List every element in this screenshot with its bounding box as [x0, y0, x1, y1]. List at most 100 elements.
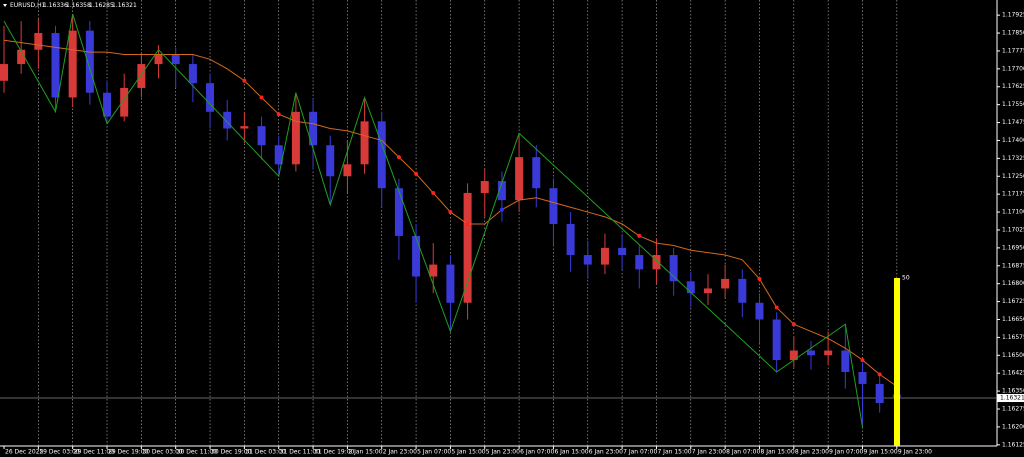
ma-trend-dot — [774, 305, 779, 310]
candle-body — [309, 111, 318, 146]
candle-body — [85, 30, 94, 93]
x-tick-label: 9 Jan 07:00 — [829, 449, 863, 456]
x-tick-label: 5 Jan 07:00 — [417, 449, 451, 456]
x-tick-label: 9 Jan 15:00 — [864, 449, 898, 456]
candle-body — [360, 121, 369, 165]
ma-trend-dot — [791, 322, 796, 327]
y-tick-label: 1.16875 — [1002, 262, 1024, 269]
header-close: 1.16321 — [112, 2, 137, 9]
x-tick-label: 30 Dec 11:00 — [177, 449, 218, 456]
candle-body — [326, 145, 335, 177]
y-tick-label: 1.16950 — [1002, 244, 1024, 251]
candle-body — [738, 278, 747, 303]
indicator-bar — [894, 278, 900, 446]
candle-body — [618, 247, 627, 256]
ma-trend-dot — [637, 233, 642, 238]
candle-body — [291, 111, 300, 165]
ma-trend-dot — [431, 190, 436, 195]
candle-body — [875, 383, 884, 404]
y-tick-label: 1.17025 — [1002, 226, 1024, 233]
x-tick-label: 7 Jan 23:00 — [692, 449, 726, 456]
x-tick-label: 31 Dec 03:00 — [245, 449, 286, 456]
collapse-icon[interactable] — [3, 4, 7, 7]
candle-body — [68, 30, 77, 98]
x-tick-label: 6 Jan 15:00 — [554, 449, 588, 456]
y-tick-label: 1.16275 — [1002, 406, 1024, 413]
x-tick-label: 2 Jan 15:00 — [348, 449, 382, 456]
x-tick-label: 29 Dec 11:00 — [74, 449, 115, 456]
x-tick-label: 30 Dec 19:00 — [211, 449, 252, 456]
x-tick-label: 2 Jan 23:00 — [383, 449, 417, 456]
candle-body — [240, 126, 249, 129]
candle-body — [446, 264, 455, 303]
indicator-label: 50 — [902, 275, 910, 282]
candle-body — [120, 87, 129, 117]
ma-trend-dot — [499, 207, 504, 212]
y-tick-label: 1.17925 — [1002, 12, 1024, 19]
symbol: EURUSD,H1 — [10, 2, 46, 9]
candle-body — [703, 288, 712, 294]
candle-body — [841, 350, 850, 372]
x-tick-label: 9 Jan 23:00 — [898, 449, 932, 456]
candle-body — [858, 372, 867, 384]
candle-body — [103, 92, 112, 117]
y-tick-label: 1.16125 — [1002, 441, 1024, 448]
candle-body — [206, 83, 215, 112]
current-price-label: 1.16321 — [1000, 395, 1024, 402]
header-high: 1.16358 — [66, 2, 91, 9]
y-tick-label: 1.16350 — [1002, 388, 1024, 395]
ma-trend-dot — [860, 358, 865, 363]
ma-trend-dot — [414, 171, 419, 176]
candle-body — [789, 350, 798, 361]
candle-body — [394, 188, 403, 236]
ma-trend-dot — [259, 95, 264, 100]
current-price-box — [997, 394, 1024, 403]
candle-body — [171, 54, 180, 65]
y-tick-label: 1.16500 — [1002, 352, 1024, 359]
x-tick-label: 7 Jan 07:00 — [623, 449, 657, 456]
y-tick-label: 1.17400 — [1002, 137, 1024, 144]
candle-body — [583, 255, 592, 265]
y-tick-label: 1.16725 — [1002, 298, 1024, 305]
candle-body — [463, 192, 472, 303]
x-tick-label: 26 Dec 2025 — [5, 449, 44, 456]
y-tick-label: 1.17775 — [1002, 47, 1024, 54]
y-tick-label: 1.17700 — [1002, 65, 1024, 72]
candle-body — [257, 126, 266, 146]
y-tick-label: 1.16650 — [1002, 316, 1024, 323]
y-tick-label: 1.17850 — [1002, 30, 1024, 37]
candle-body — [806, 350, 815, 356]
ma-trend-dot — [242, 78, 247, 83]
ma-trend-dot — [276, 112, 281, 117]
candle-body — [343, 164, 352, 177]
candle-body — [652, 255, 661, 270]
candle-body — [566, 224, 575, 256]
x-tick-label: 5 Jan 15:00 — [451, 449, 485, 456]
x-tick-label: 5 Jan 23:00 — [486, 449, 520, 456]
y-tick-label: 1.17100 — [1002, 209, 1024, 216]
candle-body — [497, 181, 506, 201]
ma-trend-dot — [396, 155, 401, 160]
candle-body — [17, 49, 26, 65]
x-tick-label: 6 Jan 07:00 — [520, 449, 554, 456]
candle-body — [635, 255, 644, 270]
x-tick-label: 8 Jan 23:00 — [795, 449, 829, 456]
candle-body — [51, 33, 60, 98]
header-open: 1.16336 — [43, 2, 68, 9]
candle-body — [188, 64, 197, 84]
x-tick-label: 30 Dec 03:00 — [142, 449, 183, 456]
x-tick-label: 7 Jan 15:00 — [657, 449, 691, 456]
candle-body — [429, 264, 438, 277]
x-tick-label: 31 Dec 11:00 — [280, 449, 321, 456]
y-tick-label: 1.17625 — [1002, 83, 1024, 90]
x-tick-label: 8 Jan 07:00 — [726, 449, 760, 456]
y-tick-label: 1.17325 — [1002, 155, 1024, 162]
candle-body — [223, 111, 232, 129]
x-tick-label: 31 Dec 19:00 — [314, 449, 355, 456]
y-tick-label: 1.16800 — [1002, 280, 1024, 287]
header-low: 1.16285 — [89, 2, 114, 9]
candle-body — [412, 235, 421, 277]
candle-body — [755, 302, 764, 320]
